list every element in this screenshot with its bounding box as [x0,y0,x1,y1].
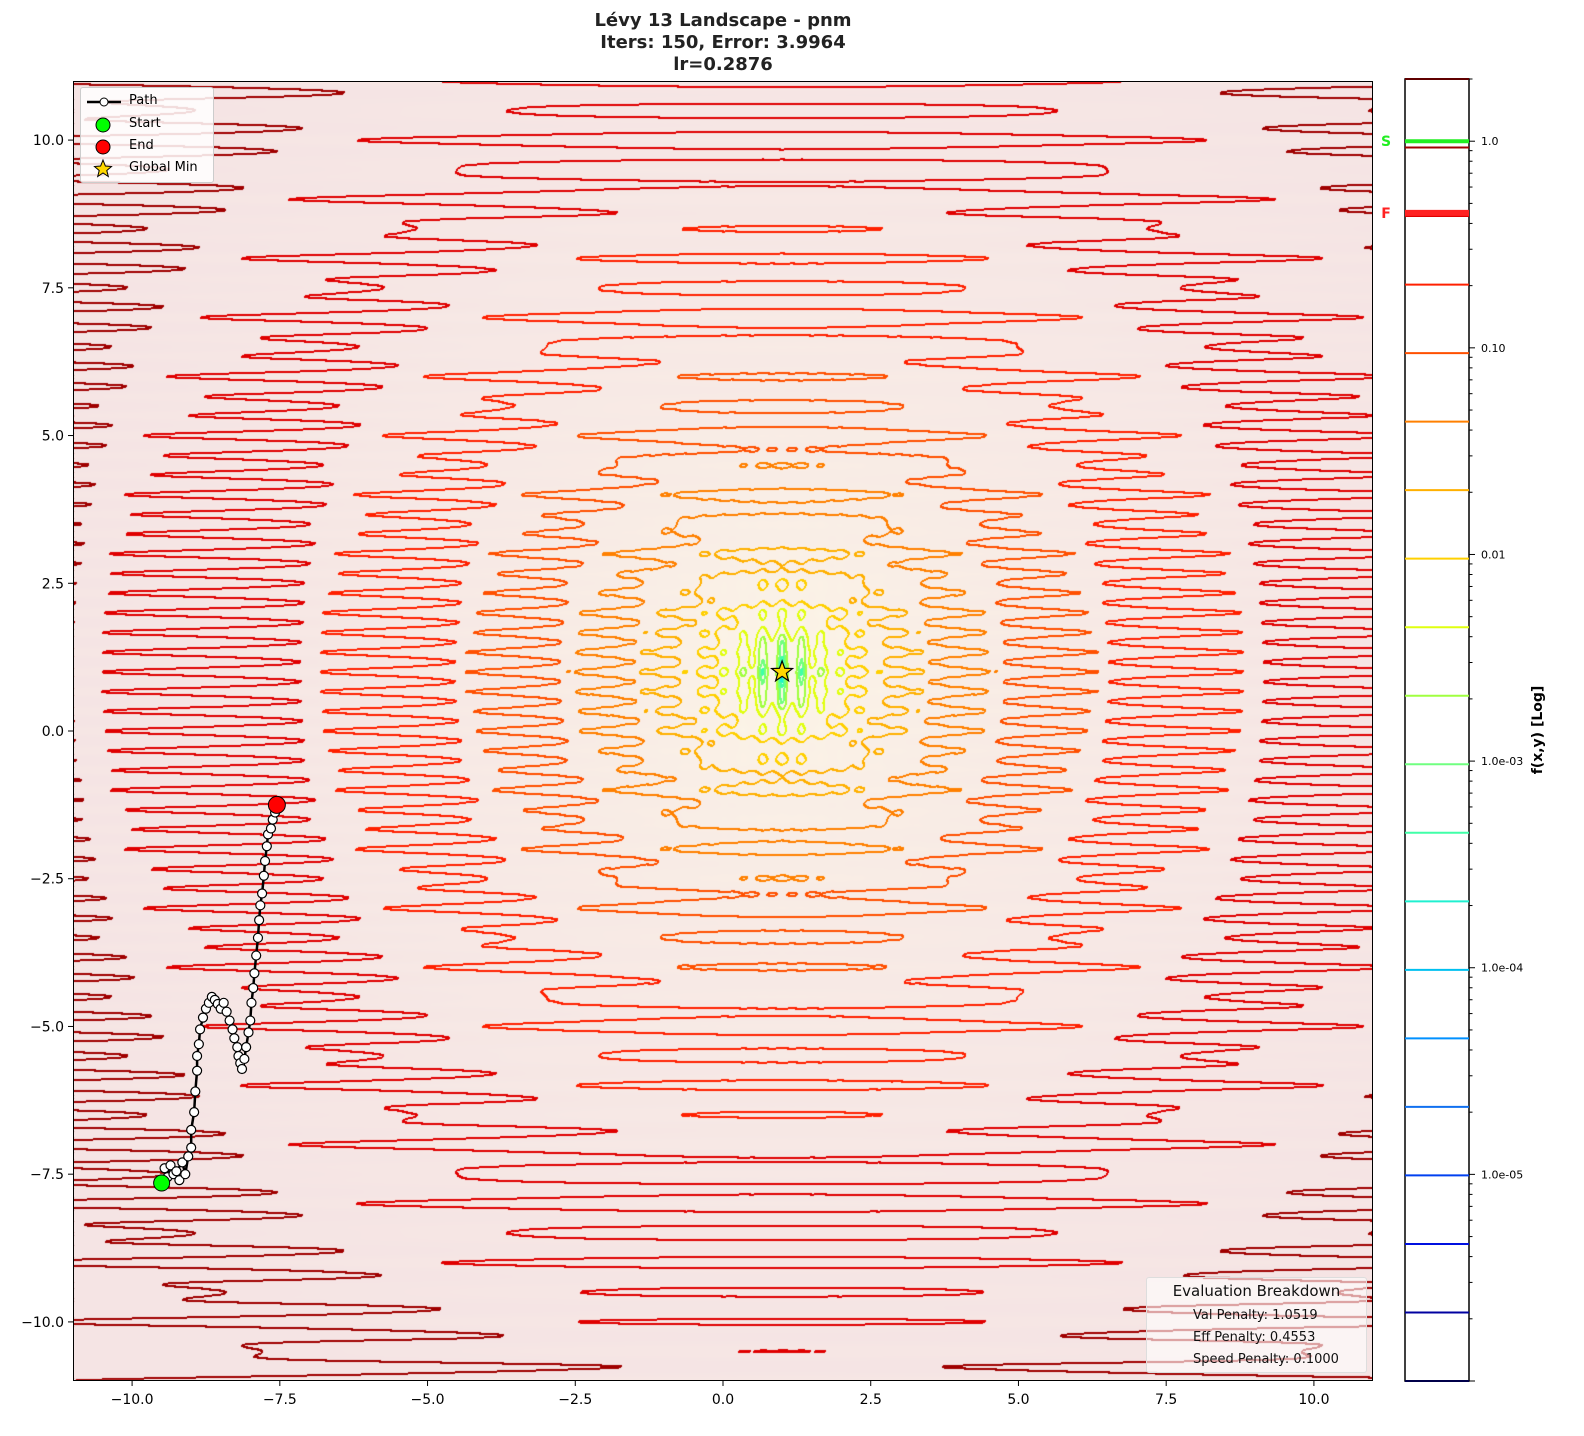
path-point [236,1063,248,1075]
path-point [245,1015,256,1026]
path-point [180,1169,191,1180]
y-tick-label: 7.5 [42,281,64,297]
legend-path: Path [129,93,158,108]
path-point [239,1053,250,1065]
colorbar-marker-label: F [1381,206,1391,222]
contour-plot [73,81,1373,1381]
evaluation-title: Evaluation Breakdown [1172,1282,1341,1300]
title-line-2: Iters: 150, Error: 3.9964 [600,32,846,53]
y-tick-label: 0.0 [42,724,64,740]
y-tick-label: −2.5 [30,872,64,888]
x-tick-label: −7.5 [263,1392,297,1408]
path-point [261,841,272,852]
chart-title: Lévy 13 Landscape - pnm Iters: 150, Erro… [73,10,1373,76]
x-tick-label: −10.0 [111,1392,154,1408]
path-point [256,888,268,899]
legend-path-marker-icon [99,97,109,107]
path-point [177,1157,188,1168]
path-point [193,1039,204,1050]
val-penalty: Val Penalty: 1.0519 [1193,1308,1318,1323]
path-point [174,1174,185,1186]
legend-star-icon [93,158,113,178]
path-point [258,870,269,881]
path-point [191,1065,203,1076]
eff-penalty: Eff Penalty: 0.4553 [1193,1330,1316,1345]
legend-end-icon [95,139,111,155]
path-point [243,1027,254,1038]
x-tick-label: 5.0 [1007,1392,1029,1408]
path-point [224,1015,235,1026]
path-point [197,1012,209,1023]
colorbar-label: f(x,y) [Log] [1530,685,1546,775]
y-tick-label: 10.0 [33,133,64,149]
colorbar-tick-label: 0.01 [1481,548,1506,561]
y-tick-label: 5.0 [42,429,64,445]
path-point [191,1050,203,1062]
path-point [251,950,262,961]
path-point [259,855,271,867]
path-point [246,997,257,1008]
legend-global-min: Global Min [129,160,198,175]
colorbar-marker-label: S [1381,134,1391,150]
path-point [227,1024,238,1035]
y-tick-label: −7.5 [30,1167,64,1183]
colorbar-tick-label: 1.0e-04 [1481,962,1523,975]
evaluation-breakdown: Evaluation Breakdown Val Penalty: 1.0519… [1146,1277,1367,1373]
path-point [218,997,229,1008]
path-point [229,1033,240,1044]
legend-start: Start [129,116,161,131]
path-point [252,932,264,943]
path-point [248,982,259,994]
global-min-star [769,659,795,683]
x-tick-label: 2.5 [860,1392,882,1408]
colorbar-tick-label: 0.10 [1481,342,1506,355]
path-point [241,1042,252,1053]
x-tick-label: −5.0 [411,1392,445,1408]
path-point [171,1166,182,1177]
start-marker [153,1174,171,1192]
end-marker [267,795,286,814]
colorbar-tick-label: 1.0e-03 [1481,755,1523,768]
path-point [232,1042,243,1053]
plot-frame [73,81,1373,1381]
y-tick-label: −10.0 [21,1315,64,1331]
path-point [265,823,277,834]
path-point [189,1107,200,1118]
colorbar [1404,78,1470,1382]
path-point [165,1160,176,1171]
path-point [190,1086,201,1097]
path-point [221,1006,232,1017]
path-point [249,968,260,979]
legend-start-icon [95,117,111,133]
legend-end: End [129,138,154,153]
path-point [255,900,266,911]
title-line-3: lr=0.2876 [673,54,773,75]
path-point [254,914,265,926]
path-point [194,1024,206,1035]
path-point [183,1151,194,1162]
x-tick-label: 0.0 [712,1392,734,1408]
title-line-1: Lévy 13 Landscape - pnm [594,10,852,31]
x-tick-label: −2.5 [558,1392,592,1408]
path-point [186,1124,197,1135]
speed-penalty: Speed Penalty: 0.1000 [1193,1352,1339,1367]
path-line [160,804,279,1184]
x-tick-label: 10.0 [1298,1392,1329,1408]
y-tick-label: −5.0 [30,1019,64,1035]
x-tick-label: 7.5 [1155,1392,1177,1408]
y-tick-label: 2.5 [42,576,64,592]
path-point [186,1142,197,1153]
legend: Path Start End Global Min [80,87,214,183]
colorbar-tick-label: 1.0 [1481,135,1499,148]
colorbar-tick-label: 1.0e-05 [1481,1168,1523,1181]
